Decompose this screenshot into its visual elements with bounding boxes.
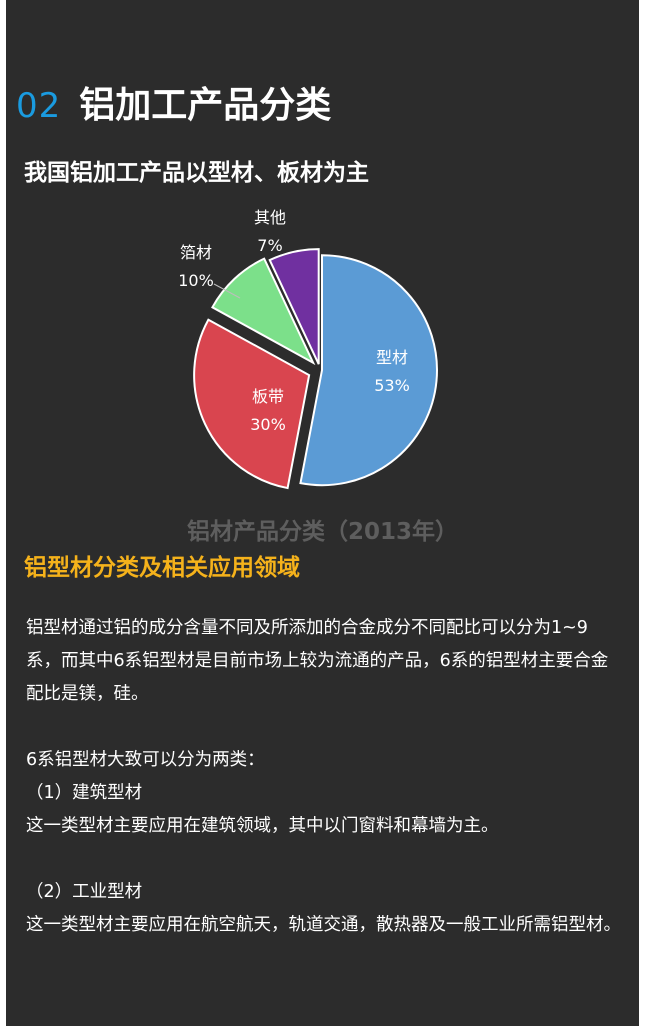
pie-slice-1	[299, 254, 438, 487]
leader-line-3	[213, 283, 241, 299]
item1-text: 这一类型材主要应用在建筑领域，其中以门窗料和幕墙为主。	[26, 816, 499, 836]
pie-slice-3	[211, 257, 316, 366]
pie-slices	[193, 248, 438, 490]
subtitle: 我国铝加工产品以型材、板材为主	[24, 160, 369, 186]
pie-chart: 型材 53% 板带 30% 箔材 10% 其他 7%	[178, 208, 438, 490]
section-number: 02	[16, 86, 62, 126]
paragraph-intro: 铝型材通过铝的成分含量不同及所添加的合金成分不同配比可以分为1~9系，而其中6系…	[26, 618, 609, 704]
section2-title: 铝型材分类及相关应用领域	[24, 555, 300, 581]
body-text: 铝型材通过铝的成分含量不同及所添加的合金成分不同配比可以分为1~9系，而其中6系…	[26, 612, 622, 942]
chart-title: 铝材产品分类（2013年）	[186, 519, 458, 545]
section-title: 铝加工产品分类	[79, 85, 332, 126]
pie-slice-2	[193, 318, 311, 490]
slice-value-1: 53%	[374, 376, 410, 395]
slice-value-2: 30%	[250, 415, 286, 434]
item2-text: 这一类型材主要应用在航空航天，轨道交通，散热器及一般工业所需铝型材。	[26, 915, 621, 935]
paragraph-types: 6系铝型材大致可以分为两类：	[26, 750, 265, 770]
slice-label-2: 板带	[252, 387, 284, 406]
pie-slice-4	[268, 248, 320, 365]
item2-title: （2）工业型材	[26, 882, 143, 902]
slice-label-3: 箔材	[180, 243, 212, 262]
pie-labels: 型材 53% 板带 30% 箔材 10% 其他 7%	[178, 208, 410, 434]
slice-value-3: 10%	[178, 271, 214, 290]
slice-label-4: 其他	[254, 208, 286, 227]
section-header: 02 铝加工产品分类	[16, 76, 331, 128]
slice-label-1: 型材	[376, 348, 408, 367]
slice-value-4: 7%	[257, 236, 282, 255]
content-panel	[6, 0, 639, 1026]
item1-title: （1）建筑型材	[26, 783, 143, 803]
